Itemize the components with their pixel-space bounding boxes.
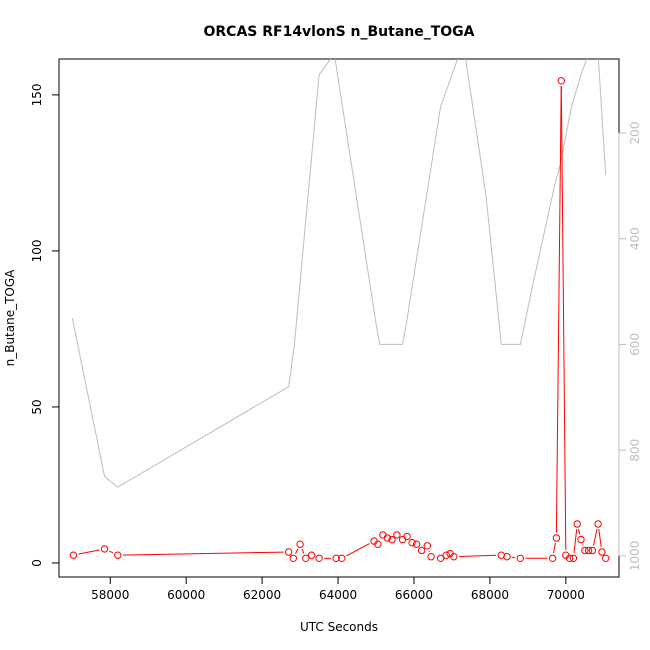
data-point [423,542,431,550]
x-tick-label: 66000 [395,588,433,602]
data-point [383,534,392,542]
data-point [569,554,578,562]
data-point [296,540,304,548]
data-point [598,548,606,556]
data-point [393,531,401,539]
secondary-series-line [71,59,607,488]
data-point [302,554,310,562]
data-point [315,554,323,562]
data-point [69,551,78,559]
data-point [289,554,297,562]
y-axis-right: 200 400 600 800 1000 [618,122,642,572]
x-tick-label: 64000 [319,588,357,602]
series-segment [109,550,114,554]
series-segment [593,528,598,546]
data-point [285,548,293,556]
data-point [307,551,316,559]
series-segment [578,528,581,535]
data-point [573,520,581,528]
x-tick-label: 68000 [471,588,509,602]
plot-frame [58,58,620,578]
right-tick-label: 600 [628,333,642,356]
series-segment [78,549,100,555]
right-tick-label: 400 [628,227,642,250]
x-axis-label: UTC Seconds [300,620,378,634]
series-segment [346,543,370,557]
x-tick-label: 62000 [243,588,281,602]
right-tick-label: 1000 [628,541,642,572]
chart-title: ORCAS RF14vlonS n_Butane_TOGA [203,24,474,40]
data-point [417,546,426,555]
data-point [100,545,109,553]
data-point [408,539,416,547]
x-tick-label: 58000 [91,588,129,602]
right-tick-label: 800 [628,439,642,462]
data-point [412,540,421,548]
data-point [332,554,340,562]
data-point [548,554,557,562]
data-point [398,535,407,544]
data-point [450,553,458,561]
data-point [552,534,561,542]
data-point [584,546,593,555]
series-segment [295,548,299,554]
data-point [403,532,411,541]
series-segment [555,85,562,533]
data-point [581,546,589,555]
data-point [436,554,445,562]
series-segment [560,85,567,551]
data-point [427,553,435,561]
data-point [577,535,585,544]
data-point [602,554,610,562]
right-tick-label: 200 [628,122,642,145]
data-point [588,546,597,555]
data-point [338,554,346,562]
y-tick-label: 0 [30,559,44,567]
data-point [442,551,450,559]
data-point [594,520,602,528]
data-point [388,535,396,544]
secondary-series [71,59,607,488]
series-segment [598,529,602,547]
series-segment [573,529,578,554]
data-point [503,553,511,561]
series-segment [458,554,497,557]
series-segment [301,548,305,554]
x-tick-label: 70000 [547,588,585,602]
x-axis: 58000 60000 62000 64000 66000 68000 70000 [91,576,585,602]
y-axis: 0 50 100 150 [30,83,60,567]
series-segment [553,543,556,554]
data-point [565,554,574,562]
x-tick-label: 60000 [167,588,205,602]
primary-series [69,77,610,562]
series-segment [122,551,284,556]
y-axis-label: n_Butane_TOGA [3,269,17,367]
data-point [516,554,524,562]
y-tick-label: 50 [30,399,44,414]
data-point [374,540,382,548]
data-point [379,531,387,539]
data-point [557,77,565,85]
y-tick-label: 150 [30,83,44,106]
data-point [114,551,122,559]
y-tick-label: 100 [30,239,44,262]
